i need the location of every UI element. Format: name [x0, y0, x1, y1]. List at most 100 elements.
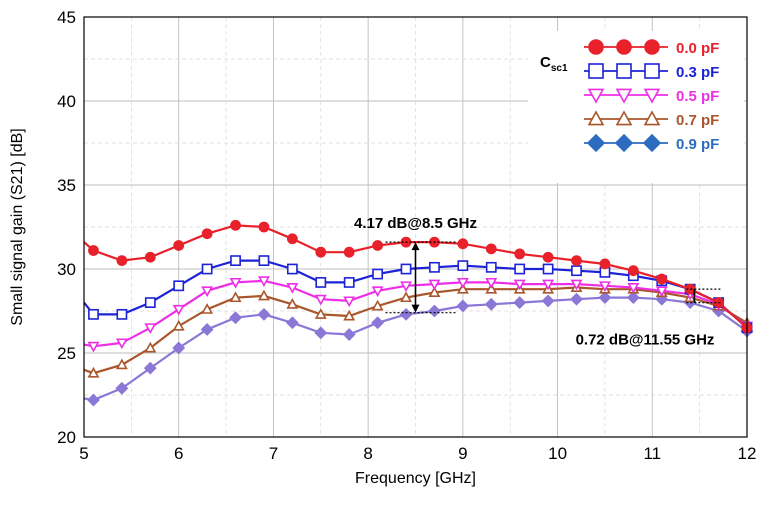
legend-title: Csc1	[540, 54, 568, 74]
legend-marker	[644, 63, 660, 79]
data-point	[456, 299, 470, 313]
data-point	[457, 238, 469, 250]
data-point	[314, 308, 327, 319]
data-point	[372, 240, 384, 251]
data-point	[429, 261, 440, 273]
data-point	[571, 265, 582, 277]
data-point	[173, 240, 185, 251]
data-point	[514, 248, 526, 260]
data-point	[115, 338, 128, 350]
data-point	[230, 255, 241, 266]
legend-label: 0.0 pF	[676, 40, 719, 57]
legend-marker	[616, 39, 632, 55]
data-point	[456, 277, 469, 289]
data-point	[457, 260, 469, 272]
data-point	[542, 263, 554, 275]
data-point	[656, 273, 668, 285]
data-point	[229, 291, 242, 303]
data-point	[286, 298, 299, 309]
legend-label: 0.9 pF	[676, 136, 719, 153]
data-point	[87, 341, 100, 353]
data-point	[173, 280, 185, 292]
data-point	[456, 282, 469, 294]
y-tick-label: 25	[57, 344, 76, 363]
data-point	[627, 265, 639, 277]
x-tick-label: 6	[174, 444, 183, 463]
legend-marker	[614, 133, 634, 153]
data-point	[201, 263, 213, 275]
data-point	[172, 319, 185, 331]
x-tick-label: 9	[458, 444, 467, 463]
x-tick-label: 8	[363, 444, 372, 463]
x-tick-label: 10	[548, 444, 567, 463]
data-point	[485, 277, 498, 289]
data-point	[626, 291, 640, 304]
legend-item: 0.5 pF	[584, 88, 719, 105]
annotation-label: 4.17 dB@8.5 GHz	[354, 215, 477, 232]
legend-item: 0.9 pF	[584, 133, 719, 153]
data-point	[144, 251, 156, 263]
data-point	[513, 279, 526, 291]
legend-label: 0.7 pF	[676, 112, 719, 129]
data-point	[428, 279, 441, 291]
data-point	[172, 341, 186, 355]
data-point	[285, 316, 299, 330]
legend-label: 0.3 pF	[676, 64, 719, 81]
data-point	[343, 246, 355, 258]
annotation-arrowhead-up	[411, 242, 420, 251]
y-tick-label: 35	[57, 176, 76, 195]
data-point	[257, 276, 270, 288]
data-point	[87, 393, 100, 407]
data-point	[115, 381, 129, 395]
data-point	[314, 326, 328, 340]
legend-marker	[586, 133, 606, 153]
data-point	[172, 304, 185, 316]
data-point	[342, 328, 356, 341]
data-point	[484, 297, 498, 311]
data-point	[570, 279, 583, 291]
y-axis-ticks: 20 25 30 35 40 45	[57, 8, 76, 447]
data-point	[514, 263, 526, 275]
data-point	[428, 286, 441, 298]
data-point	[143, 361, 157, 375]
data-point	[286, 282, 299, 294]
x-tick-label: 7	[269, 444, 278, 463]
data-point	[258, 221, 270, 233]
data-point	[428, 304, 441, 318]
legend-marker	[642, 133, 662, 153]
data-point	[88, 245, 99, 256]
y-tick-label: 40	[57, 92, 76, 111]
data-point	[116, 308, 128, 320]
x-tick-label: 5	[79, 444, 88, 463]
data-point	[87, 366, 100, 378]
legend-marker	[616, 63, 632, 79]
data-point	[371, 316, 385, 330]
legend-item: 0.7 pF	[584, 110, 719, 129]
data-point	[257, 289, 270, 301]
legend-marker	[587, 110, 605, 126]
data-point	[286, 263, 298, 275]
data-point	[343, 309, 356, 321]
data-point	[541, 294, 555, 308]
data-point	[571, 255, 582, 266]
data-point	[229, 311, 242, 325]
annotations: 4.17 dB@8.5 GHz 0.72 dB@11.55 GHz	[354, 215, 723, 349]
data-point	[343, 277, 355, 288]
data-point	[144, 341, 157, 353]
data-point	[315, 246, 327, 258]
legend-marker	[615, 88, 633, 104]
legend-marker	[643, 88, 661, 104]
legend-marker	[588, 39, 604, 55]
data-point	[400, 263, 412, 275]
data-point	[371, 299, 384, 311]
data-point	[230, 219, 241, 231]
y-tick-label: 45	[57, 8, 76, 27]
data-point	[200, 323, 214, 336]
data-point	[372, 268, 384, 280]
y-tick-label: 30	[57, 260, 76, 279]
data-point	[513, 296, 527, 310]
x-tick-label: 11	[643, 444, 661, 463]
legend-marker	[643, 110, 661, 126]
data-point	[144, 297, 156, 308]
data-point	[116, 255, 128, 266]
